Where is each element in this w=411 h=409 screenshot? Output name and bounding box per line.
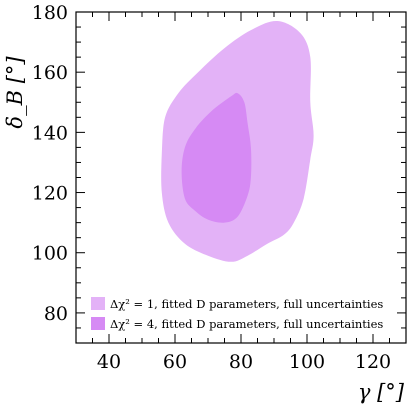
y-tick-labels: 80 100 120 140 160 180	[32, 2, 68, 325]
y-tick-label: 120	[32, 183, 68, 205]
x-tick-label: 40	[97, 351, 121, 373]
y-tick-label: 80	[44, 303, 68, 325]
y-tick-label: 180	[32, 2, 68, 24]
plot-frame	[75, 11, 407, 344]
legend-swatch-1	[91, 297, 105, 310]
y-tick-label: 140	[32, 122, 68, 144]
y-tick-label: 100	[32, 243, 68, 265]
contour-regions	[161, 20, 314, 262]
x-tick-label: 100	[289, 351, 325, 373]
x-tick-label: 80	[229, 351, 253, 373]
x-tick-label: 60	[163, 351, 187, 373]
contour-region-2	[181, 92, 252, 223]
x-axis-title: γ [°]	[358, 380, 405, 404]
legend: Δχ² = 1, fitted D parameters, full uncer…	[91, 297, 383, 331]
legend-label-2: Δχ² = 4, fitted D parameters, full uncer…	[110, 317, 383, 331]
legend-label-1: Δχ² = 1, fitted D parameters, full uncer…	[110, 297, 383, 311]
legend-swatch-2	[91, 317, 105, 330]
y-tick-label: 160	[32, 62, 68, 84]
y-axis-title: δ_B [°]	[3, 56, 27, 129]
x-tick-labels: 40 60 80 100 120	[97, 351, 391, 373]
x-tick-label: 120	[355, 351, 391, 373]
